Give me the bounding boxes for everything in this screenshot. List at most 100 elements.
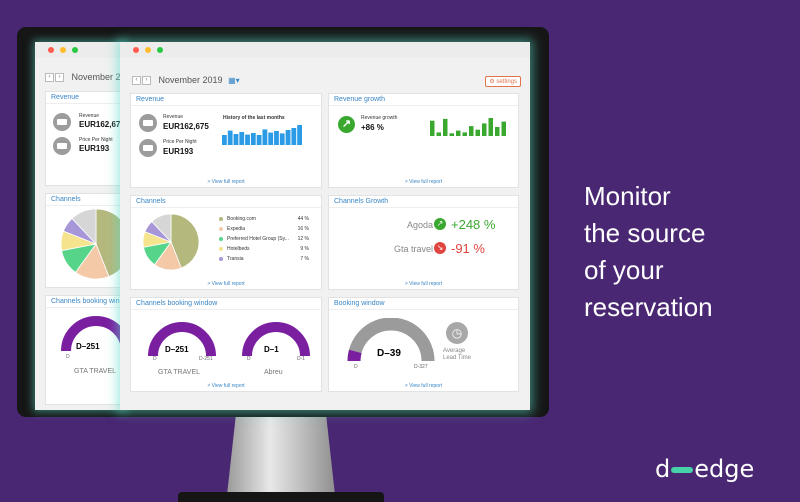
minimize-dot-icon[interactable] [60, 47, 66, 53]
ppn-label: Price Per Night [163, 139, 197, 145]
maximize-dot-icon[interactable] [72, 47, 78, 53]
channel-growth-value: +248 % [451, 217, 496, 232]
chart-bar [297, 125, 302, 145]
card-title: Channels booking windo [46, 296, 125, 308]
gauge-value: D–251 [165, 345, 189, 354]
view-full-report-link[interactable]: > View full report [207, 179, 245, 185]
legend-name: Booking.com [227, 216, 256, 222]
booking-window-gauge [347, 318, 435, 362]
back-channels-card: Channels [45, 193, 125, 288]
channels-booking-window-card: Channels booking window D–251 D D-251 GT… [130, 297, 322, 392]
gear-icon: ⚙ [489, 79, 495, 85]
next-month-icon[interactable]: › [142, 76, 151, 86]
logo-bar [671, 467, 694, 473]
chart-bar [291, 128, 297, 145]
history-bar-chart [222, 125, 302, 145]
maximize-dot-icon[interactable] [157, 47, 163, 53]
chart-bar [449, 133, 454, 136]
next-month-icon[interactable]: › [55, 73, 64, 83]
legend-pct: 7 % [300, 256, 309, 262]
revenue-card: Revenue Revenue EUR162,675 Price Per Nig… [130, 93, 322, 188]
back-window: ‹ › November 2 Revenue Revenue EUR162,67 … [35, 42, 125, 410]
view-full-report-link[interactable]: > View full report [207, 383, 245, 389]
month-label: November 2019 [158, 75, 223, 85]
gauge-left-label: D [153, 356, 157, 362]
legend-name: Expedia [227, 226, 246, 232]
legend-swatch [219, 237, 223, 241]
minimize-dot-icon[interactable] [145, 47, 151, 53]
ppn-value: EUR193 [163, 147, 194, 156]
card-title: Booking window [329, 298, 518, 310]
prev-month-icon[interactable]: ‹ [132, 76, 141, 86]
chart-bar [462, 132, 467, 136]
headline-line: the source [584, 218, 706, 248]
pie-slice [95, 209, 125, 278]
close-dot-icon[interactable] [133, 47, 139, 53]
gauge-abreu [242, 322, 310, 357]
chart-bar [430, 120, 435, 136]
legend-swatch [219, 247, 223, 251]
legend-swatch [219, 227, 223, 231]
money-icon [53, 137, 71, 155]
ppn-label: Price Per Night [79, 137, 113, 143]
revenue-value: EUR162,67 [79, 120, 121, 129]
legend-item: Expedia 16 % [219, 226, 309, 233]
gauge-value: D–251 [76, 342, 100, 351]
booking-window-card: Booking window D–39 D D-327 ◷ Average Le… [328, 297, 519, 392]
settings-button[interactable]: ⚙ settings [485, 76, 521, 87]
legend-swatch [219, 217, 223, 221]
chart-bar [285, 130, 291, 145]
chart-bar [436, 132, 441, 136]
growth-label: Revenue growth [361, 115, 398, 121]
view-full-report-link[interactable]: > View full report [404, 383, 443, 389]
month-nav: ‹ › November 2019 ▦▾ [132, 75, 240, 86]
headline-line: of your [584, 255, 664, 285]
channel-growth-name: Gta travel [393, 244, 433, 254]
close-dot-icon[interactable] [48, 47, 54, 53]
calendar-icon[interactable]: ▦▾ [228, 76, 240, 85]
chart-bar [482, 123, 487, 136]
gauge-gta-travel [148, 322, 216, 357]
channels-pie [143, 214, 200, 271]
prev-month-icon[interactable]: ‹ [45, 73, 54, 83]
gauge-name: Abreu [264, 369, 283, 376]
view-full-report-link[interactable]: > View full report [404, 281, 443, 287]
back-revenue-card: Revenue Revenue EUR162,67 Price Per Nigh… [45, 91, 125, 186]
ppn-value: EUR193 [79, 144, 110, 153]
view-full-report-link[interactable]: > View full report [404, 179, 443, 185]
card-title: Revenue [131, 94, 321, 106]
chart-bar [256, 135, 262, 145]
back-channels-pie [61, 209, 125, 280]
logo-text: edge [694, 455, 755, 483]
view-full-report-link[interactable]: > View full report [207, 281, 245, 287]
channel-growth-value: -91 % [451, 241, 485, 256]
clock-icon: ◷ [446, 322, 468, 344]
chart-bar [227, 130, 233, 145]
growth-value: +86 % [361, 123, 384, 132]
chart-bar [279, 133, 285, 145]
legend-item: Preferred Hotel Group (Sy... 12 % [219, 236, 309, 243]
legend-pct: 12 % [297, 236, 309, 242]
card-title: Revenue growth [329, 94, 518, 106]
chart-bar [443, 118, 448, 136]
gauge-value: D–39 [377, 348, 401, 359]
monitor-stand [227, 417, 335, 495]
legend-swatch [219, 257, 223, 261]
card-title: Channels booking window [131, 298, 321, 310]
legend-item: Transia 7 % [219, 256, 309, 263]
d-edge-logo: d edge [655, 455, 754, 483]
revenue-label: Revenue [163, 114, 184, 120]
legend-pct: 9 % [300, 246, 309, 252]
logo-text: d [655, 455, 671, 483]
money-icon [139, 139, 157, 157]
back-month-nav: ‹ › November 2 [45, 72, 121, 83]
chart-bar [233, 134, 239, 145]
gauge-left-label: D [66, 354, 70, 360]
headline-line: Monitor [584, 181, 671, 211]
chart-bar [268, 132, 274, 145]
revenue-label: Revenue [79, 113, 100, 119]
money-icon [53, 113, 71, 131]
chart-bar [239, 132, 245, 145]
front-window: ‹ › November 2019 ▦▾ ⚙ settings Revenue R… [120, 42, 530, 410]
gauge-right-label: D-327 [414, 364, 428, 370]
